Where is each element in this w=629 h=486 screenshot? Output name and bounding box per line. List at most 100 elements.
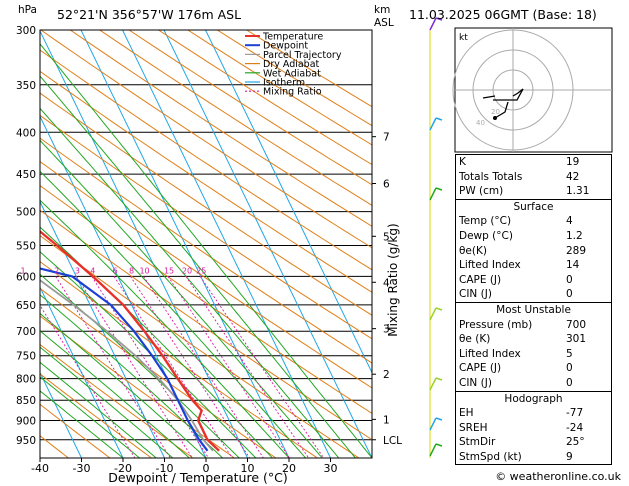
wind-barb <box>435 307 443 311</box>
surface-row: Lifted Index 14 <box>456 258 611 273</box>
surface-value: 4 <box>566 215 573 228</box>
hodograph-row: StmSpd (kt) 9 <box>456 450 611 465</box>
legend-label: Temperature <box>262 32 323 43</box>
surface-label: Dewp (°C) <box>459 229 513 242</box>
wet-adiabat <box>40 390 124 458</box>
km-unit-label: km <box>374 4 390 16</box>
surface-row: Dewp (°C) 1.2 <box>456 229 611 244</box>
wind-barb <box>429 187 437 201</box>
hodograph-value: -77 <box>566 407 584 420</box>
temperature-tick-label: -20 <box>114 462 132 475</box>
dry-adiabat <box>40 403 111 458</box>
dry-adiabat <box>40 160 372 389</box>
temperature-tick-label: 10 <box>241 462 255 475</box>
mixing-ratio-label: 3 <box>75 266 80 275</box>
hodograph-value: -24 <box>566 421 584 434</box>
hodograph: kt 20 40 <box>452 27 613 153</box>
hodograph-trace <box>493 88 524 101</box>
isotherm <box>40 371 82 458</box>
wind-barb <box>435 187 443 191</box>
index-value: 19 <box>566 156 580 168</box>
hodograph-point <box>493 116 497 120</box>
surface-title: Surface <box>513 200 554 213</box>
dry-adiabat <box>40 315 235 458</box>
temperature-tick-label: 20 <box>282 462 296 475</box>
surface-value: 14 <box>566 259 580 272</box>
parcel-trajectory-curve <box>40 279 214 452</box>
hodograph-label: StmSpd (kt) <box>459 450 522 463</box>
index-label: K <box>459 156 466 168</box>
km-tick-label: 7 <box>383 132 390 144</box>
mixing-ratio-label: 6 <box>113 266 118 275</box>
wind-barb <box>435 117 443 121</box>
legend-label: Mixing Ratio <box>263 87 322 98</box>
legend-label: Parcel Trajectory <box>263 50 342 61</box>
hodograph-ring-label: 40 <box>476 119 485 127</box>
index-label: PW (cm) <box>459 185 504 198</box>
hodograph-row: StmDir 25° <box>456 435 611 450</box>
pressure-tick-label: 800 <box>16 374 36 386</box>
most-unstable-label: θe (K) <box>459 333 491 346</box>
hodograph-label: SREH <box>459 421 488 434</box>
wet-adiabat <box>40 346 174 458</box>
km-tick-label: 4 <box>383 277 390 289</box>
legend-label: Wet Adiabat <box>263 68 321 79</box>
most-unstable-row: Lifted Index 5 <box>456 347 611 362</box>
km-tick-label: 1 <box>383 414 390 426</box>
wet-adiabat <box>40 75 356 458</box>
km-tick-label: 2 <box>383 369 390 381</box>
most-unstable-label: Lifted Index <box>459 347 521 360</box>
dry-adiabat <box>40 373 152 458</box>
dewpoint-curve <box>40 267 209 452</box>
surface-value: 0 <box>566 273 573 286</box>
most-unstable-value: 700 <box>566 318 587 331</box>
wet-adiabat <box>40 199 290 458</box>
dry-adiabat <box>40 209 372 441</box>
hodograph-label: EH <box>459 407 474 420</box>
pressure-tick-label: 400 <box>16 127 36 139</box>
wind-barb <box>429 17 437 31</box>
x-axis-label: Dewpoint / Temperature (°C) <box>108 470 287 485</box>
hodograph-section: Hodograph EH -77 SREH -24 StmDir 25° StmSpd (k… <box>456 390 611 465</box>
legend-label: Dry Adiabat <box>263 59 320 70</box>
pressure-tick-label: 850 <box>16 395 36 407</box>
km-tick-label: LCL <box>383 435 402 447</box>
wet-adiabat <box>40 294 223 458</box>
pressure-tick-label: 650 <box>16 300 36 312</box>
pressure-tick-label: 950 <box>16 435 36 447</box>
pressure-tick-label: 450 <box>16 169 36 181</box>
dry-adiabat <box>99 30 372 206</box>
temperature-tick-label: -10 <box>156 462 174 475</box>
temperature-tick-label: -40 <box>31 462 49 475</box>
surface-label: CIN (J) <box>459 288 492 301</box>
mixing-ratio-line <box>130 276 250 458</box>
mixing-ratio-label: 15 <box>164 266 174 275</box>
dry-adiabat <box>40 70 372 293</box>
dry-adiabat <box>40 92 372 316</box>
copyright-footer: © weatheronline.co.uk <box>495 470 621 483</box>
pressure-tick-label: 550 <box>16 240 36 252</box>
temperature-tick-label: 30 <box>324 462 338 475</box>
mixing-ratio-label: 25 <box>196 266 206 275</box>
pressure-tick-label: 300 <box>16 25 36 37</box>
most-unstable-row: CIN (J) 0 <box>456 376 611 391</box>
wet-adiabat <box>40 361 157 458</box>
pressure-tick-label: 600 <box>16 271 36 283</box>
index-row: K 19 <box>456 155 611 170</box>
most-unstable-value: 5 <box>566 347 573 360</box>
wet-adiabat <box>40 139 323 458</box>
pressure-tick-label: 700 <box>16 326 36 338</box>
wind-barb <box>435 417 443 421</box>
dry-adiabat <box>128 30 372 186</box>
mixing-ratio-axis-label: Mixing Ratio (g/kg) <box>386 223 400 336</box>
most-unstable-label: CIN (J) <box>459 376 492 389</box>
surface-label: Lifted Index <box>459 259 521 272</box>
surface-row: CIN (J) 0 <box>456 287 611 302</box>
mixing-ratio-label: 1 <box>21 266 26 275</box>
indices-table: K 19 Totals Totals 42 PW (cm) 1.31 Surface Te… <box>455 154 612 466</box>
hodograph-trace <box>494 101 509 119</box>
chart-datetime: 11.03.2025 06GMT (Base: 18) <box>409 7 597 22</box>
